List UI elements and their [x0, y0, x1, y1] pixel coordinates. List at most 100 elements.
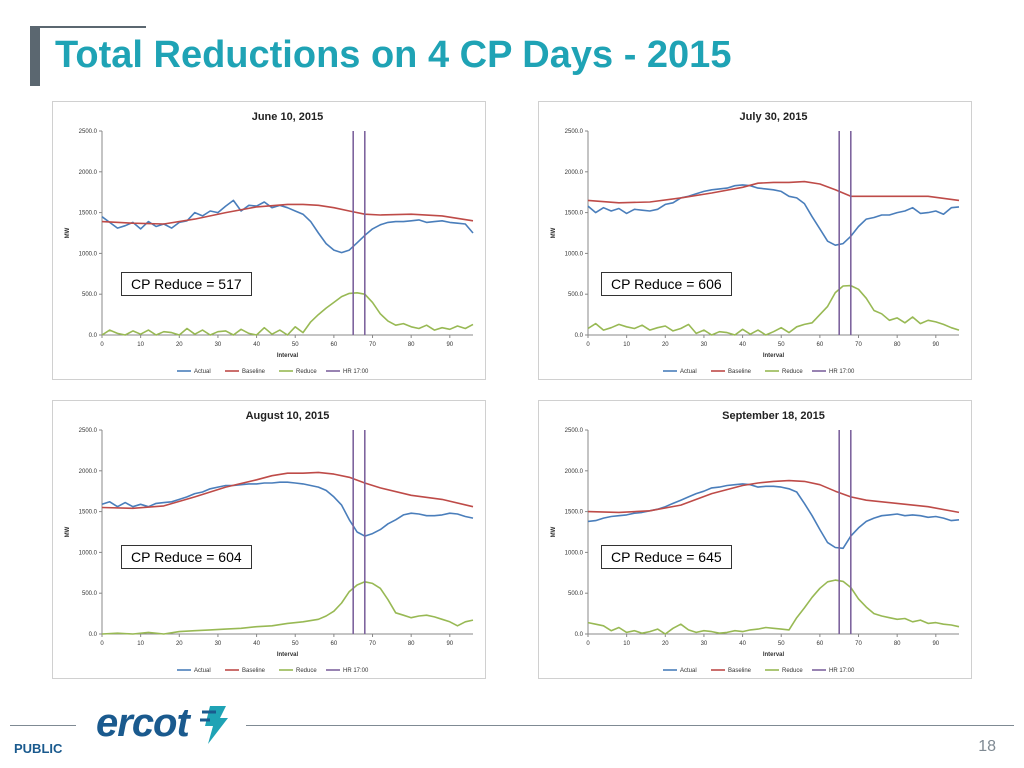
y-tick-label: 1500.0: [565, 211, 584, 217]
cp-reduce-label: CP Reduce = 517: [121, 272, 252, 296]
y-tick-label: 500.0: [568, 591, 584, 597]
series-reduce-line: [101, 292, 474, 336]
x-tick-label: 90: [446, 342, 453, 348]
x-tick-label: 50: [292, 342, 299, 348]
y-tick-label: 1000.0: [565, 550, 584, 556]
x-tick-label: 50: [778, 641, 785, 647]
x-tick-label: 10: [623, 342, 630, 348]
x-tick-label: 70: [369, 641, 376, 647]
y-tick-label: 2000.0: [565, 170, 584, 176]
chart-svg: August 10, 2015 0.0 500.0 1000.0 1500.0 2000.…: [65, 410, 474, 674]
legend-label-reduce: Reduce: [782, 668, 803, 674]
chart-june-10: June 10, 2015 0.0 500.0 1000.0 1500.0 2000.0 2…: [52, 101, 486, 380]
y-axis-label: MW: [551, 526, 557, 537]
x-tick-label: 40: [253, 641, 260, 647]
y-tick-label: 2500.0: [79, 129, 98, 135]
chart-svg: September 18, 2015 0.0 500.0 1000.0 1500.0 20…: [551, 410, 960, 674]
chart-title: July 30, 2015: [740, 111, 808, 123]
cp-reduce-label: CP Reduce = 645: [601, 545, 732, 569]
legend-label-actual: Actual: [194, 668, 211, 674]
y-tick-label: 2000.0: [565, 469, 584, 475]
x-tick-label: 20: [662, 342, 669, 348]
x-tick-label: 0: [100, 641, 104, 647]
x-tick-label: 30: [215, 641, 222, 647]
slide-title: Total Reductions on 4 CP Days - 2015: [55, 34, 732, 76]
x-tick-label: 60: [817, 342, 824, 348]
y-tick-label: 1500.0: [565, 510, 584, 516]
title-accent-line: [40, 26, 146, 28]
x-tick-label: 90: [932, 342, 939, 348]
x-tick-label: 20: [176, 641, 183, 647]
x-tick-label: 70: [855, 342, 862, 348]
y-axis-label: MW: [65, 227, 71, 238]
chart-title: September 18, 2015: [722, 410, 825, 422]
legend-label-reduce: Reduce: [296, 668, 317, 674]
y-tick-label: 2500.0: [565, 129, 584, 135]
legend-label-hr-17-00: HR 17:00: [343, 369, 369, 375]
y-tick-label: 1000.0: [79, 550, 98, 556]
x-tick-label: 10: [137, 641, 144, 647]
legend-label-baseline: Baseline: [728, 668, 752, 674]
legend-label-actual: Actual: [680, 668, 697, 674]
cp-reduce-label: CP Reduce = 606: [601, 272, 732, 296]
title-accent-vertical: [30, 26, 40, 86]
legend-label-actual: Actual: [680, 369, 697, 375]
x-tick-label: 20: [176, 342, 183, 348]
x-axis-label: Interval: [277, 652, 299, 658]
x-tick-label: 70: [855, 641, 862, 647]
y-tick-label: 0.0: [89, 333, 98, 339]
y-tick-label: 1000.0: [79, 251, 98, 257]
x-tick-label: 30: [215, 342, 222, 348]
legend-label-hr-17-00: HR 17:00: [829, 668, 855, 674]
x-tick-label: 60: [817, 641, 824, 647]
x-tick-label: 60: [331, 641, 338, 647]
x-tick-label: 20: [662, 641, 669, 647]
series-actual-line: [101, 481, 474, 537]
x-tick-label: 0: [100, 342, 104, 348]
x-tick-label: 30: [701, 342, 708, 348]
series-actual-line: [587, 184, 960, 246]
series-reduce-line: [101, 581, 474, 635]
y-axis-label: MW: [551, 227, 557, 238]
footer-divider-right: [246, 725, 1014, 726]
x-tick-label: 60: [331, 342, 338, 348]
y-tick-label: 500.0: [82, 292, 98, 298]
y-tick-label: 0.0: [89, 632, 98, 638]
x-tick-label: 80: [408, 342, 415, 348]
y-tick-label: 2000.0: [79, 469, 98, 475]
x-tick-label: 40: [739, 641, 746, 647]
x-axis-label: Interval: [763, 652, 785, 658]
chart-september-18: September 18, 2015 0.0 500.0 1000.0 1500.0 20…: [538, 400, 972, 679]
x-tick-label: 0: [586, 641, 590, 647]
x-tick-label: 40: [739, 342, 746, 348]
chart-title: June 10, 2015: [252, 111, 324, 123]
legend-label-reduce: Reduce: [782, 369, 803, 375]
chart-july-30: July 30, 2015 0.0 500.0 1000.0 1500.0 2000.0 2…: [538, 101, 972, 380]
logo-bolt-icon: [200, 706, 228, 744]
x-tick-label: 80: [894, 342, 901, 348]
series-actual-line: [587, 483, 960, 550]
cp-reduce-label: CP Reduce = 604: [121, 545, 252, 569]
logo-wordmark: ercot: [96, 701, 190, 745]
y-tick-label: 500.0: [82, 591, 98, 597]
legend-label-baseline: Baseline: [728, 369, 752, 375]
y-axis-label: MW: [65, 526, 71, 537]
y-tick-label: 2500.0: [79, 428, 98, 434]
legend-label-baseline: Baseline: [242, 369, 266, 375]
x-axis-label: Interval: [277, 353, 299, 359]
footer-divider-left: [10, 725, 76, 726]
legend-label-reduce: Reduce: [296, 369, 317, 375]
page-number: 18: [978, 738, 996, 755]
series-baseline-line: [587, 180, 960, 204]
chart-title: August 10, 2015: [246, 410, 330, 422]
chart-svg: July 30, 2015 0.0 500.0 1000.0 1500.0 2000.0 2…: [551, 111, 960, 375]
x-tick-label: 10: [137, 342, 144, 348]
series-baseline-line: [101, 203, 474, 225]
legend-label-hr-17-00: HR 17:00: [343, 668, 369, 674]
public-label: PUBLIC: [14, 741, 63, 756]
x-tick-label: 50: [292, 641, 299, 647]
y-tick-label: 1000.0: [565, 251, 584, 257]
title-accent-bar: [30, 26, 146, 86]
x-tick-label: 30: [701, 641, 708, 647]
legend-label-baseline: Baseline: [242, 668, 266, 674]
